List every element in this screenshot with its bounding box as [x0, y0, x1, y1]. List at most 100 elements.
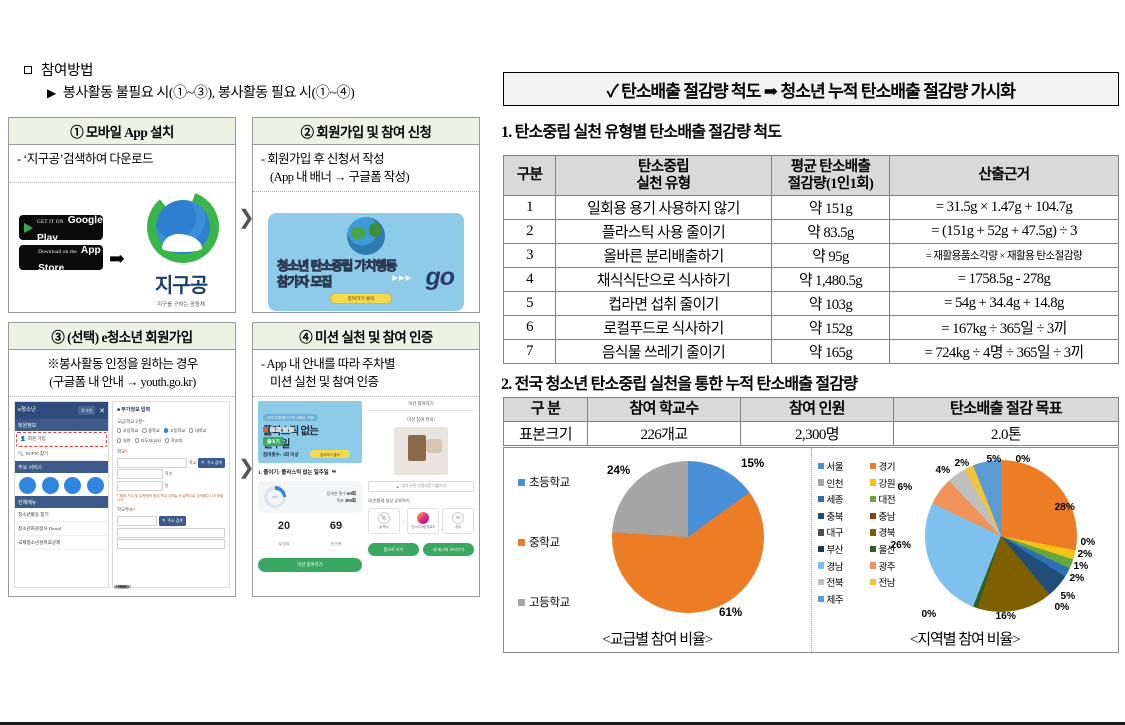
service-item-activity[interactable]: 활동찾기 [18, 477, 127, 589]
grade-input[interactable] [117, 469, 163, 480]
service-item-1365[interactable]: 1365연계 [64, 477, 126, 589]
service-item-record[interactable]: 봉사활동 실적내역 [87, 477, 131, 589]
step-3-text-line2: (구글폼 내 안내 → youth.go.kr) [49, 374, 196, 389]
required-icon-2: * [125, 448, 128, 454]
jigugong-logo-icon [147, 191, 219, 263]
copy-icon: 📎 [377, 512, 390, 525]
radio-icon-elementary [117, 428, 122, 433]
chevron-right-icon-1: ❯ [238, 207, 255, 229]
cell-type: 플라스틱 사용 줄이기 [555, 219, 772, 245]
field-label-school-type: 교급/학교구분* [117, 416, 225, 426]
instagram-icon [417, 512, 430, 525]
address-search-button-2[interactable]: 🔍 주소 검색 [159, 516, 186, 527]
share-generic-label: 공유 [455, 525, 462, 530]
th-division: 구 분 [503, 396, 588, 423]
app-store-badge[interactable]:  Download on the App Store [19, 245, 103, 273]
address-detail-input-1[interactable] [117, 527, 225, 538]
cell-no: 7 [503, 339, 556, 365]
mission-right-sub: 미션 참여 완료! [407, 417, 435, 423]
share-copy-button[interactable]: 📎 글 복사 [368, 508, 400, 535]
jigugong-wordmark: 지구공 지구를 구하는 공동체 [141, 269, 221, 308]
legend-item-daejeon: 대전 [869, 492, 919, 506]
all-menu-item-1[interactable]: 청소년활동 찾기 [15, 508, 108, 523]
table-row: 표본크기 226개교 2,300명 2.0톤 [503, 421, 1119, 447]
upload-photo-button[interactable]: ▲ 내가 꾸민 인증사진 더올리기 [368, 481, 474, 493]
address-input[interactable] [117, 516, 157, 527]
legend-label-gwangju: 광주 [878, 561, 896, 573]
legend-swatch-jeju [817, 595, 824, 602]
view-recipe-button[interactable]: 내 레시피 보러가기 [423, 543, 474, 557]
radio-outschool[interactable]: 학교밖 [164, 438, 182, 444]
table-row: 3 올바른 분리배출하기 약 95g = 재활용품소각량 × 재활용 탄소절감량 [503, 243, 1119, 269]
legend-item-seoul: 서울 [817, 459, 867, 473]
share-icon[interactable]: ⇚ [331, 469, 337, 476]
mission-stat-2-value: 69 [329, 520, 343, 533]
legend-label-seoul: 서울 [826, 462, 844, 473]
login-button[interactable]: 로그인 [78, 406, 96, 416]
mission-cta-pill[interactable]: 참여하기 클릭 [310, 450, 350, 459]
pie-label-gyeonggi: 28% [1054, 502, 1075, 513]
earth-icon [347, 217, 385, 256]
legend-label-gyeongnam: 경남 [826, 561, 844, 573]
pie-label-busan: 0% [921, 609, 937, 620]
mission-join-button[interactable]: 미션 참여하기 [258, 558, 362, 573]
close-icon[interactable]: ✕ [99, 406, 105, 415]
cell-people: 2,300명 [740, 421, 894, 447]
step-4-text-line1: - App 내 안내를 따라 주차별 [261, 357, 395, 371]
google-play-badge[interactable]: GET IT ON Google Play [19, 215, 103, 243]
participation-subheading-label: 봉사활동 불필요 시(①~③), 봉사활동 필요 시(①~④) [62, 86, 355, 101]
field-row-school: 학교 🔍 주소 검색 [117, 457, 225, 468]
table-row: 7 음식물 쓰레기 줄이기 약 165g = 724kg ÷ 4명 ÷ 365일 ÷ … [503, 339, 1119, 365]
class-input[interactable] [117, 480, 163, 491]
radio-high[interactable]: 고등학교 [163, 428, 185, 434]
recruit-banner[interactable]: 청소년 탄소중립 가치행동 참가자 모집 ▸▸▸ go 참여하기 클릭 [268, 213, 464, 312]
mission-title: 1. 줄이기: 플라스틱 없는 일주일 ⇚ [258, 468, 362, 476]
service-item-volunteer[interactable]: 봉사활동 신청 [41, 477, 129, 589]
share-generic-button[interactable]: ⇚ 공유 [442, 508, 475, 535]
menu-row-signup[interactable]: 👤 회원 가입 › [17, 433, 106, 447]
progress-ring-icon: 25% [264, 486, 286, 509]
address-detail-input-2[interactable] [117, 539, 225, 550]
apple-icon:  [24, 251, 34, 264]
radio-leader[interactable]: 지도자/교사 [134, 438, 161, 444]
radio-group-school-type[interactable]: 초등학교 중학교 고등학교 대학교 [117, 426, 225, 436]
pie-label-middle: 61% [719, 606, 743, 619]
table-row: 4 채식식단으로 식사하기 약 1,480.5g = 1758.5g - 278g [503, 267, 1119, 293]
download-icon [87, 477, 105, 495]
radio-general-label: 일반 [122, 438, 131, 444]
step-4-text: - App 내 안내를 따라 주차별 미션 실천 및 참여 인증 [253, 350, 479, 398]
progress-ring-pct: 25% [267, 489, 283, 505]
legend-item-jeonbuk: 전북 [817, 575, 867, 589]
legend-row: 인천 강원 [817, 476, 926, 490]
go-home-button[interactable]: 홈으로 가기 [368, 543, 419, 557]
carbon-scale-table: 구분 탄소중립 실천 유형 평균 탄소배출 절감량(1인1회) 산출근거 1 일회… [503, 154, 1119, 365]
radio-elementary-label: 초등학교 [122, 428, 139, 434]
radio-middle[interactable]: 중학교 [142, 428, 160, 434]
legend-row: 충북 충남 [817, 509, 926, 523]
share-instagram-button[interactable]: 인스타그램 업로드 [407, 508, 440, 535]
th-type: 탄소중립 실천 유형 [555, 154, 772, 197]
legend-swatch-jeonbuk [817, 578, 824, 586]
table-row: 5 컵라면 섭취 줄이기 약 103g = 54g + 34.4g + 14.8g [503, 291, 1119, 317]
person-add-icon: 👤 [20, 436, 26, 442]
form-note: * 해외 거주 및 유학생의 경우 학교 주메뉴서 유학으로 검색해주시기 바랍… [117, 493, 224, 503]
radio-group-role[interactable]: 일반 지도자/교사 학교밖 [117, 436, 225, 446]
share-nodes-icon: ⇚ [452, 512, 465, 525]
participation-heading-label: 참여방법 [41, 63, 94, 79]
school-input[interactable] [117, 457, 188, 468]
radio-general[interactable]: 일반 [117, 438, 131, 444]
banner-cta-pill[interactable]: 참여하기 클릭 [330, 293, 392, 305]
all-menu-item-3[interactable]: 국제청소년성취포상제 [15, 536, 108, 551]
radio-univ[interactable]: 대학교 [189, 428, 207, 434]
chevron-right-icon: › [101, 436, 103, 442]
all-menu-item-2[interactable]: 청소년자원봉사 Dowol [15, 522, 108, 537]
cell-amount: 약 95g [771, 243, 890, 269]
step-card-3: ③ (선택) e청소년 회원가입 ※봉사활동 인정을 원하는 경우 (구글폼 내… [8, 322, 236, 597]
mission-left-pane: 1주차 미션인증 지구가 아파요, ‘착한’ 플라스틱 없는 일주일 참여횟수:… [258, 401, 362, 588]
radio-elementary[interactable]: 초등학교 [117, 428, 138, 434]
legend-swatch-middle [518, 538, 525, 546]
menu-row-findid[interactable]: 🔍 ID/PW 찾기 › [15, 448, 108, 462]
share-copy-label: 글 복사 [379, 525, 389, 530]
address-search-button[interactable]: 🔍 주소 검색 [198, 457, 225, 468]
cell-basis: = 1758.5g - 278g [889, 267, 1119, 293]
